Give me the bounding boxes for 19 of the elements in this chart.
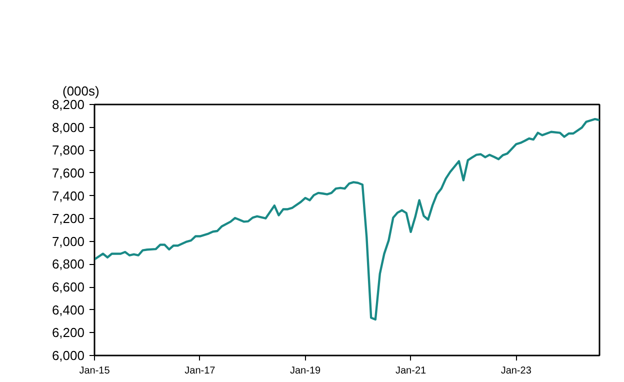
y-tick-label: 6,600 [52, 280, 85, 295]
y-tick-label: 6,800 [52, 256, 85, 272]
y-tick-label: 8,200 [52, 97, 85, 112]
y-tick-label: 7,800 [52, 142, 85, 158]
x-tick-label: Jan-15 [79, 366, 110, 376]
y-tick-label: 6,000 [52, 348, 85, 363]
y-axis-title: (000s) [62, 84, 100, 98]
y-tick-label: 7,600 [52, 165, 85, 180]
y-tick-label: 7,200 [52, 211, 85, 226]
x-tick-label: Jan-17 [184, 366, 216, 376]
y-tick-label: 6,200 [52, 325, 85, 340]
y-tick-label: 7,000 [52, 234, 85, 249]
x-tick-label: Jan-19 [290, 366, 322, 376]
y-tick-label: 7,400 [52, 188, 85, 204]
y-tick-label: 8,000 [52, 120, 85, 135]
y-tick-label: 6,400 [52, 302, 85, 318]
x-tick-label: Jan-21 [395, 366, 426, 376]
x-tick-label: Jan-23 [500, 366, 532, 376]
line-series [94, 118, 600, 321]
